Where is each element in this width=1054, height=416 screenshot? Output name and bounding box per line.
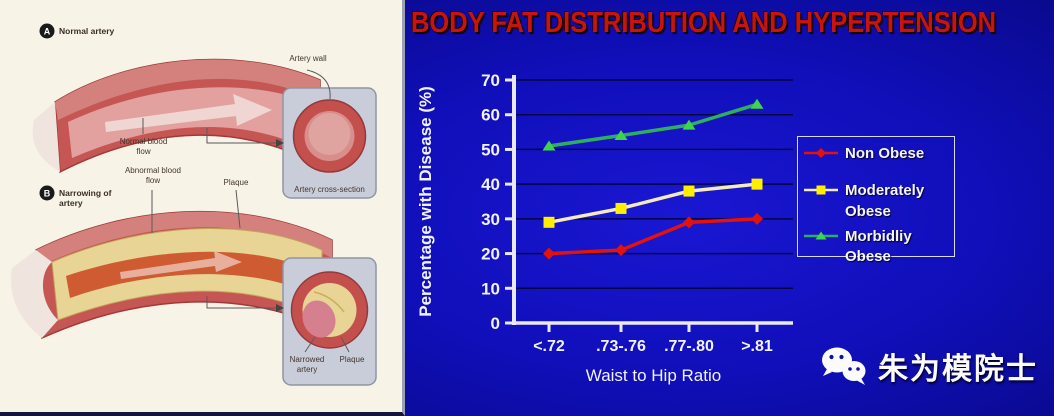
svg-text:50: 50 <box>481 140 500 159</box>
svg-text:0: 0 <box>491 314 500 333</box>
figure-a-badge: A <box>39 23 55 39</box>
artery-diagram-panel: A B Normal artery Artery wall Normal blo… <box>0 0 405 416</box>
svg-text:Percentage with Disease (%): Percentage with Disease (%) <box>416 86 435 317</box>
narrowed-flow-arrow <box>120 251 242 279</box>
non-obese-swatch-icon <box>804 148 838 158</box>
legend-label: Non Obese <box>845 145 925 162</box>
svg-text:.77-.80: .77-.80 <box>664 338 714 355</box>
morbidly-obese-swatch-icon <box>804 231 838 240</box>
artery-illustration-graphic: A B <box>11 23 377 386</box>
artery-wall-label: Artery wall <box>289 54 327 63</box>
legend-item-moderately-obese: Moderately Obese <box>803 181 950 222</box>
plaque-label: Plaque <box>223 178 249 187</box>
figure-a-label: Normal artery <box>59 26 115 36</box>
arrowhead-a <box>276 139 284 147</box>
plaque-inset-label: Plaque <box>339 355 365 364</box>
line-chart: 0 10 20 30 40 50 60 70 <.72 .73-.76 .77-.80 >.81 Per… <box>416 71 793 385</box>
wechat-icon <box>822 347 866 385</box>
legend-item-morbidly-obese: Morbidliy Obese <box>803 227 950 268</box>
cross-section-a <box>282 87 377 199</box>
svg-text:60: 60 <box>481 106 500 125</box>
svg-text:30: 30 <box>481 210 500 229</box>
svg-text:Waist to Hip Ratio: Waist to Hip Ratio <box>586 366 721 385</box>
leader-lines <box>142 69 350 353</box>
narrowed-artery-label: Narrowed artery <box>289 355 325 374</box>
figure-b-label: Narrowing of artery <box>59 188 112 209</box>
figure-b-badge: B <box>39 185 55 201</box>
svg-text:70: 70 <box>481 71 500 90</box>
svg-text:>.81: >.81 <box>741 338 773 355</box>
svg-text:A: A <box>44 27 51 37</box>
legend-label: Moderately Obese <box>845 182 925 220</box>
moderately-obese-swatch-icon <box>804 185 838 195</box>
cross-section-b <box>282 257 377 386</box>
svg-text:10: 10 <box>481 279 500 298</box>
svg-text:20: 20 <box>481 245 500 264</box>
normal-artery-drawing <box>32 58 321 174</box>
chart-title: BODY FAT DISTRIBUTION AND HYPERTENSION <box>411 7 997 39</box>
watermark: 朱为模院士 <box>818 344 1038 388</box>
blood-flow-arrow <box>105 94 272 132</box>
svg-text:40: 40 <box>481 175 500 194</box>
watermark-text: 朱为模院士 <box>878 353 1038 386</box>
legend-label: Morbidliy Obese <box>845 227 912 265</box>
svg-text:.73-.76: .73-.76 <box>596 338 646 355</box>
normal-blood-flow-label: Normal blood flow <box>119 137 168 156</box>
svg-text:B: B <box>44 189 51 199</box>
legend-item-non-obese: Non Obese <box>803 144 950 164</box>
arrowhead-b <box>276 304 284 312</box>
artery-cross-section-label: Artery cross-section <box>294 185 365 194</box>
chart-legend: Non Obese Moderately Obese Morbidliy Obe… <box>797 136 955 265</box>
svg-text:<.72: <.72 <box>533 338 565 355</box>
chart-panel: BODY FAT DISTRIBUTION AND HYPERTENSION 0… <box>405 0 1054 416</box>
abnormal-blood-flow-label: Abnormal blood flow <box>124 166 182 185</box>
